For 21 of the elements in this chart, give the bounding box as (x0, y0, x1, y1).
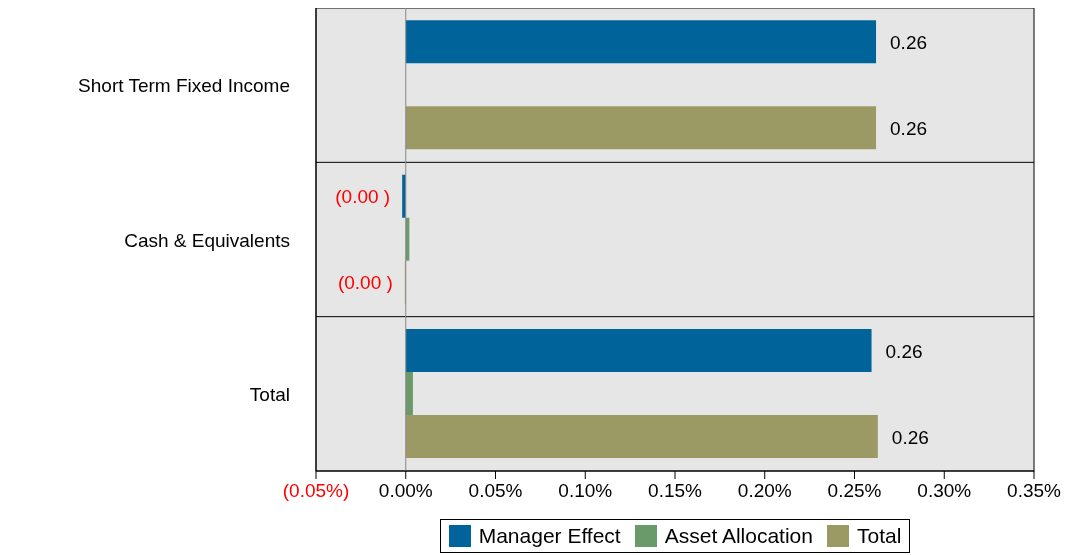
data-label: (0.00 ) (337, 272, 393, 294)
x-tick-label: 0.20% (737, 480, 792, 501)
legend-label: Asset Allocation (664, 524, 813, 548)
legend-label: Manager Effect (478, 524, 621, 548)
x-tick-label: 0.10% (558, 480, 613, 501)
x-tick-label: 0.15% (648, 480, 703, 501)
x-tick-label: (0.05%) (282, 480, 350, 501)
x-tick-label: 0.35% (1007, 480, 1062, 501)
y-tick-label: Cash & Equivalents (124, 229, 290, 251)
y-tick-label: Short Term Fixed Income (78, 75, 290, 97)
x-tick-label: 0.30% (917, 480, 972, 501)
data-label: (0.00 ) (335, 186, 391, 208)
x-tick-label: 0.00% (378, 480, 433, 501)
x-tick-label: 0.05% (468, 480, 523, 501)
data-label: 0.26 (891, 426, 929, 448)
x-tick-label: 0.25% (827, 480, 882, 501)
y-tick-label: Total (249, 383, 290, 405)
data-label: 0.26 (885, 340, 923, 362)
data-label: 0.26 (890, 117, 928, 139)
data-label: 0.26 (890, 31, 928, 53)
legend-label: Total (856, 524, 902, 548)
